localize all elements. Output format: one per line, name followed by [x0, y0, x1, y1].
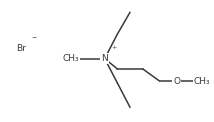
Text: O: O [173, 77, 180, 86]
Text: +: + [111, 45, 117, 50]
Text: CH₃: CH₃ [63, 54, 79, 63]
Text: −: − [32, 35, 37, 40]
Text: N: N [101, 54, 108, 63]
Text: Br: Br [16, 44, 26, 53]
Text: CH₃: CH₃ [193, 77, 210, 86]
